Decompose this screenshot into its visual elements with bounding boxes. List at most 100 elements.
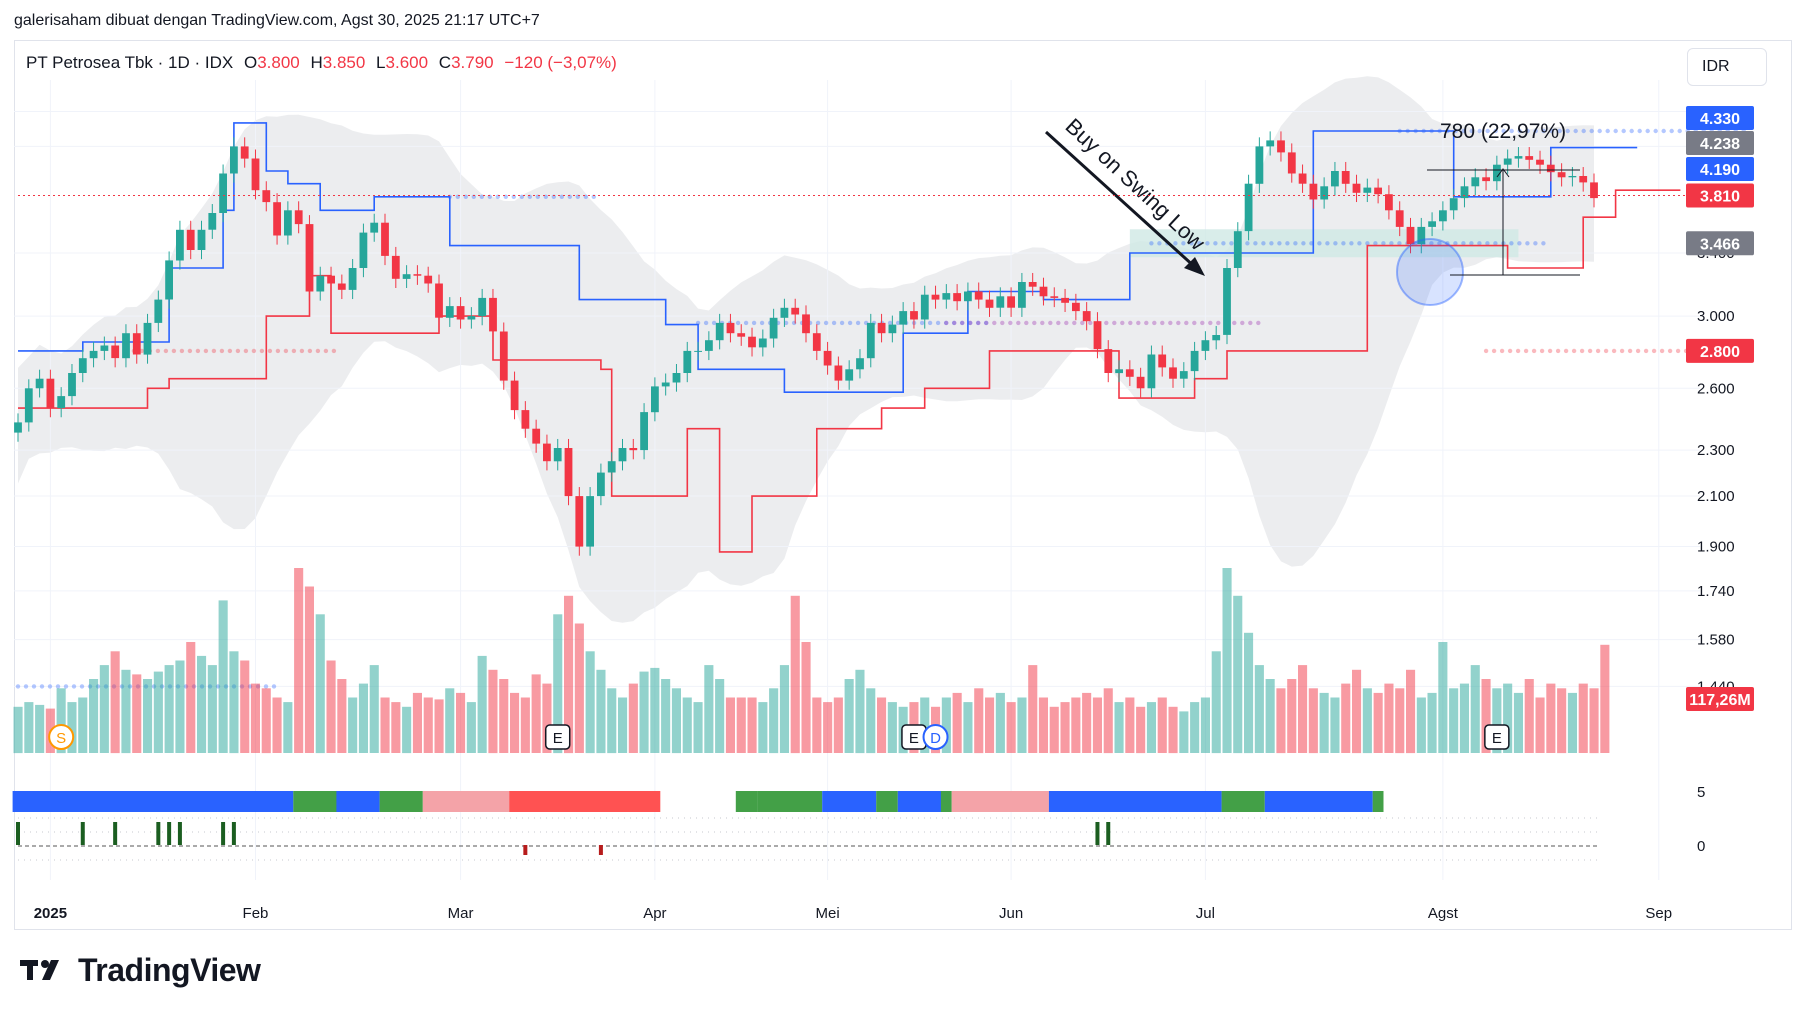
volume-bar xyxy=(1449,688,1459,754)
upper-channel-line xyxy=(17,122,1638,393)
candle-body xyxy=(651,386,659,413)
candle-body xyxy=(974,291,983,300)
high-value: 3.850 xyxy=(322,53,366,72)
level-dot xyxy=(79,684,85,689)
level-dot xyxy=(1629,128,1634,134)
volume-bar xyxy=(1082,692,1092,753)
level-dot xyxy=(1525,128,1530,134)
volume-bar xyxy=(207,665,217,753)
candle-body xyxy=(1277,140,1285,153)
volume-bar xyxy=(693,702,703,753)
symbol-name[interactable]: PT Petrosea Tbk · 1D · IDX xyxy=(26,53,234,72)
candle-body xyxy=(294,210,303,225)
volume-bar xyxy=(661,679,671,753)
volume-bar xyxy=(315,614,325,754)
level-dot xyxy=(1627,348,1633,354)
candle-body xyxy=(132,333,141,355)
low-value: 3.600 xyxy=(385,53,429,72)
price-tick: 2.600 xyxy=(1697,380,1735,397)
candle-body xyxy=(122,333,130,359)
candle-body xyxy=(877,322,886,334)
chart-caption: galerisaham dibuat dengan TradingView.co… xyxy=(14,12,540,29)
candle-body xyxy=(1428,221,1436,227)
level-dot xyxy=(195,348,201,354)
candle-body xyxy=(834,365,843,381)
candle-body xyxy=(607,461,616,473)
level-dot xyxy=(1539,348,1545,354)
candle-body xyxy=(467,316,476,320)
level-dot xyxy=(479,194,484,199)
candle-body xyxy=(348,268,357,290)
level-dot xyxy=(23,684,29,689)
level-dot xyxy=(1032,320,1037,326)
candle-body xyxy=(165,260,173,300)
tradingview-brand[interactable]: TradingView xyxy=(20,952,261,988)
volume-bar xyxy=(1567,692,1577,753)
level-dot xyxy=(1024,320,1029,326)
level-dot xyxy=(1189,241,1194,246)
level-dot xyxy=(847,320,853,326)
price-tag-label: 3.810 xyxy=(1700,189,1740,206)
volume-bar xyxy=(1546,683,1556,753)
level-dot xyxy=(1216,320,1221,326)
candle-body xyxy=(24,388,33,423)
low-label: L xyxy=(376,53,386,72)
level-dot xyxy=(1293,241,1298,246)
candle-body xyxy=(1212,335,1221,341)
candle-body xyxy=(284,210,292,236)
high-label: H xyxy=(310,53,323,72)
volume-bar xyxy=(261,688,271,754)
level-dot xyxy=(735,320,741,326)
volume-bar xyxy=(1308,688,1318,754)
volume-bar xyxy=(445,688,455,754)
event-label: S xyxy=(56,730,66,747)
candle-body xyxy=(942,293,951,300)
candle-body xyxy=(478,297,487,317)
level-dot xyxy=(831,320,837,326)
volume-bar xyxy=(1190,702,1200,753)
candle-body xyxy=(1298,173,1307,184)
currency-selector[interactable]: IDR xyxy=(1687,48,1767,86)
candle-body xyxy=(510,380,519,411)
level-dot xyxy=(1152,320,1157,326)
level-dot xyxy=(1149,241,1154,246)
volume-bar xyxy=(1503,683,1513,753)
candle-body xyxy=(1503,158,1512,165)
volume-bar xyxy=(1276,688,1286,754)
candle-body xyxy=(640,412,648,451)
level-dot xyxy=(1677,128,1682,134)
volume-bar xyxy=(1254,665,1264,753)
volume-bar xyxy=(348,697,358,753)
bollinger-band xyxy=(18,76,1594,623)
level-dot xyxy=(952,320,957,326)
volume-bar xyxy=(294,568,304,753)
level-dot xyxy=(1373,241,1378,246)
level-dot xyxy=(187,348,193,354)
candle-body xyxy=(705,340,713,351)
oscillator-spike-up xyxy=(1095,822,1100,845)
channel-lines xyxy=(17,122,1681,553)
volume-bar xyxy=(510,692,520,753)
level-dot xyxy=(1192,320,1197,326)
candle-body xyxy=(856,358,864,370)
oscillator-spike-up xyxy=(113,822,118,845)
level-dot xyxy=(519,194,524,199)
level-dot xyxy=(1485,241,1490,246)
level-dot xyxy=(1365,241,1370,246)
volume-bar xyxy=(434,699,444,753)
volume-bar xyxy=(1384,683,1394,753)
level-dot xyxy=(1619,348,1625,354)
volume-bar xyxy=(1265,679,1275,753)
trend-strip-segment xyxy=(293,791,337,812)
volume-bar xyxy=(358,683,368,753)
volume-bar xyxy=(1103,688,1113,754)
candle-body xyxy=(1223,268,1231,335)
volume-bar xyxy=(218,600,228,753)
volume-bar xyxy=(1211,651,1221,754)
level-dot xyxy=(203,348,209,354)
level-dot xyxy=(1499,348,1505,354)
volume-bar xyxy=(628,683,638,753)
level-dot xyxy=(1285,241,1290,246)
volume-bar xyxy=(78,697,88,753)
